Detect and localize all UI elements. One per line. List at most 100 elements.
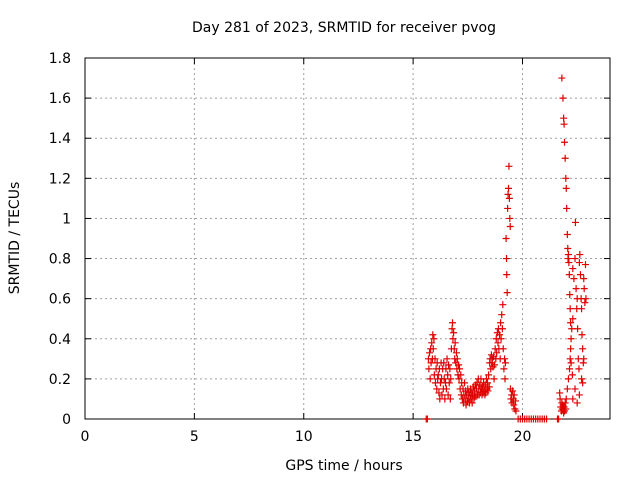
- data-point: [572, 285, 580, 293]
- y-tick-label: 0.2: [49, 372, 71, 388]
- data-point: [503, 289, 511, 297]
- data-point: [505, 194, 513, 202]
- y-axis-ticks: 0 0.2 0.4 0.6 0.8 1 1.2 1.4 1.6 1.8: [49, 51, 610, 428]
- data-point: [451, 339, 459, 347]
- y-tick-label: 0.4: [49, 332, 71, 348]
- data-point: [434, 371, 442, 379]
- data-point: [570, 275, 578, 283]
- data-point: [493, 349, 501, 357]
- data-point: [429, 345, 437, 353]
- data-point: [445, 361, 453, 369]
- data-point: [494, 339, 502, 347]
- data-point: [563, 385, 571, 393]
- data-point: [506, 222, 514, 230]
- data-point: [558, 74, 566, 82]
- data-point: [485, 383, 493, 391]
- data-point: [501, 359, 509, 367]
- data-point: [450, 329, 458, 337]
- data-point: [561, 154, 569, 162]
- data-point: [571, 218, 579, 226]
- data-point: [560, 120, 568, 128]
- data-point: [562, 395, 570, 403]
- data-point: [576, 251, 584, 259]
- data-point: [566, 355, 574, 363]
- data-point: [575, 365, 583, 373]
- data-point: [504, 190, 512, 198]
- data-point: [563, 230, 571, 238]
- data-point: [442, 385, 450, 393]
- data-point: [578, 331, 586, 339]
- data-point: [573, 399, 581, 407]
- x-tick-label: 20: [514, 429, 532, 445]
- data-point: [512, 397, 519, 405]
- data-point: [562, 405, 570, 413]
- x-axis-label: GPS time / hours: [285, 458, 402, 474]
- data-point: [569, 265, 577, 273]
- data-point: [448, 325, 456, 333]
- data-point: [504, 204, 512, 212]
- data-point: [579, 345, 587, 353]
- data-point: [445, 379, 453, 387]
- chart-title: Day 281 of 2023, SRMTID for receiver pvo…: [192, 20, 496, 36]
- data-point: [569, 395, 577, 403]
- data-point: [566, 291, 574, 299]
- data-point: [499, 301, 507, 309]
- x-tick-label: 10: [295, 429, 313, 445]
- data-point: [456, 365, 463, 373]
- y-tick-label: 0: [62, 412, 71, 428]
- data-point: [426, 349, 434, 357]
- grid-lines: [85, 58, 610, 419]
- data-point: [497, 335, 505, 343]
- data-point: [567, 335, 575, 343]
- data-point: [423, 415, 431, 423]
- data-point: [498, 325, 506, 333]
- data-point: [468, 399, 476, 407]
- data-point: [505, 162, 513, 170]
- data-point: [568, 325, 576, 333]
- plot-frame: [84, 57, 611, 420]
- data-point: [582, 261, 589, 269]
- data-point: [571, 385, 579, 393]
- data-point: [461, 379, 469, 387]
- data-point: [426, 375, 434, 383]
- data-point: [485, 371, 493, 379]
- x-tick-label: 15: [404, 429, 422, 445]
- data-point: [457, 371, 465, 379]
- y-tick-label: 0.6: [49, 292, 71, 308]
- y-tick-label: 1: [62, 211, 71, 227]
- data-point: [555, 415, 563, 423]
- data-point: [565, 259, 573, 267]
- y-tick-label: 1.8: [49, 51, 71, 67]
- data-point: [496, 331, 504, 339]
- data-point: [567, 319, 575, 327]
- data-point: [425, 365, 433, 373]
- data-point: [498, 311, 506, 319]
- data-point: [581, 299, 589, 307]
- data-points: [422, 74, 590, 423]
- data-point: [505, 184, 512, 192]
- data-point: [444, 371, 452, 379]
- x-axis-ticks: 0 5 10 15 20: [81, 58, 532, 445]
- data-point: [559, 94, 567, 102]
- data-point: [501, 355, 509, 363]
- data-point: [556, 389, 564, 397]
- data-point: [433, 385, 441, 393]
- data-point: [574, 325, 582, 333]
- data-point: [501, 375, 509, 383]
- data-point: [563, 204, 571, 212]
- data-point: [578, 305, 586, 313]
- data-point: [443, 355, 451, 363]
- data-point: [580, 285, 588, 293]
- data-point: [567, 345, 575, 353]
- data-point: [450, 345, 458, 353]
- data-point: [564, 245, 572, 253]
- data-point: [576, 271, 584, 279]
- y-axis-label: SRMTID / TECUs: [7, 182, 23, 295]
- data-point: [482, 375, 490, 383]
- data-point: [438, 391, 446, 399]
- data-point: [569, 315, 577, 323]
- data-point: [556, 395, 564, 403]
- data-point: [510, 391, 518, 399]
- data-point: [509, 387, 517, 395]
- data-point: [571, 255, 579, 263]
